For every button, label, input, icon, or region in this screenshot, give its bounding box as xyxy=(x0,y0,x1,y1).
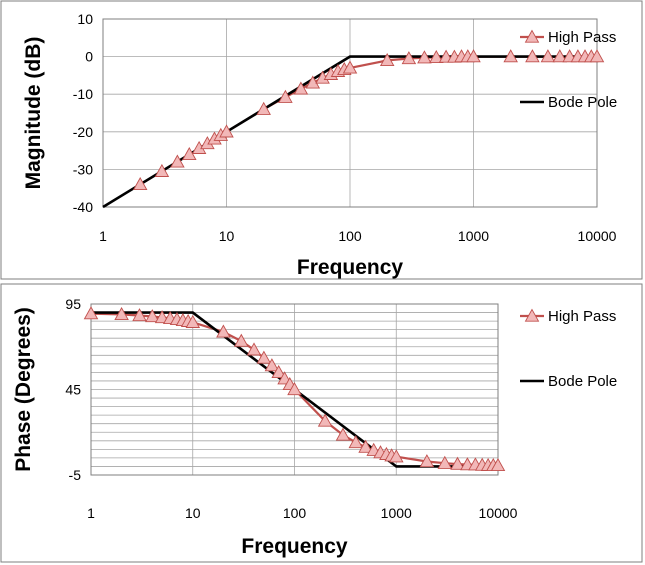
magnitude-legend-high-pass-marker xyxy=(524,29,540,43)
magnitude-high-pass-point xyxy=(293,81,309,95)
phase-y-tick-label: -5 xyxy=(69,467,82,483)
phase-y-axis-title: Phase (Degrees) xyxy=(12,307,35,472)
phase-legend-high-pass-marker xyxy=(524,308,540,322)
phase-x-axis-title: Frequency xyxy=(241,535,348,558)
phase-high-pass-point xyxy=(490,457,506,472)
phase-high-pass-point xyxy=(145,309,160,323)
magnitude-high-pass-point xyxy=(170,154,185,168)
phase-high-pass-point xyxy=(271,364,286,379)
phase-y-tick-label: 45 xyxy=(65,382,81,398)
phase-high-pass-point xyxy=(83,306,99,320)
magnitude-x-axis-title: Frequency xyxy=(297,256,404,279)
magnitude-high-pass-point xyxy=(429,49,444,64)
phase-plot-frame xyxy=(90,303,499,476)
magnitude-chart: -40 -30 -20 -10 0 10 1 10 100 1000 10000 Frequency M… xyxy=(0,0,643,280)
magnitude-x-tick-label: 1000 xyxy=(458,228,489,244)
magnitude-high-pass-point xyxy=(401,51,417,65)
magnitude-y-tick-label: -10 xyxy=(73,86,93,102)
magnitude-x-tick-label: 10000 xyxy=(578,228,617,244)
magnitude-high-pass-point xyxy=(379,52,395,67)
phase-high-pass-point xyxy=(264,358,280,372)
magnitude-high-pass-point xyxy=(305,75,321,89)
magnitude-x-tick-label: 1 xyxy=(99,228,107,244)
phase-high-pass-point xyxy=(389,449,404,463)
phase-x-tick-label: 10 xyxy=(185,505,201,521)
magnitude-high-pass-point xyxy=(417,50,432,64)
magnitude-high-pass-point xyxy=(466,49,481,63)
phase-chart: -5 45 95 1 10 100 1000 10000 Frequency Phase (Deg… xyxy=(0,283,643,563)
phase-legend-high-pass-label: High Pass xyxy=(548,308,616,325)
magnitude-high-pass-point xyxy=(132,176,148,191)
magnitude-y-tick-label: -20 xyxy=(73,124,93,140)
phase-high-pass-point xyxy=(317,413,333,427)
phase-y-tick-label: 95 xyxy=(65,296,81,312)
magnitude-legend-high-pass-label: High Pass xyxy=(548,29,616,46)
phase-high-pass-point xyxy=(437,455,453,469)
magnitude-plot-frame xyxy=(102,18,598,208)
magnitude-x-tick-label: 100 xyxy=(338,228,362,244)
magnitude-high-pass-point xyxy=(278,89,293,103)
phase-high-pass-point xyxy=(132,308,147,322)
phase-high-pass-point xyxy=(450,456,465,470)
phase-high-pass-point xyxy=(419,454,435,468)
magnitude-high-pass-point xyxy=(342,60,358,74)
phase-x-tick-label: 10000 xyxy=(479,505,518,521)
phase-high-pass-point xyxy=(287,382,302,396)
magnitude-y-tick-label: -30 xyxy=(73,161,93,177)
phase-x-tick-label: 100 xyxy=(283,505,307,521)
phase-x-tick-label: 1000 xyxy=(381,505,412,521)
magnitude-y-axis-title: Magnitude (dB) xyxy=(22,37,45,190)
phase-high-pass-point xyxy=(185,314,201,328)
phase-high-pass-point xyxy=(256,350,272,364)
magnitude-high-pass-point xyxy=(552,49,568,63)
magnitude-x-tick-label: 10 xyxy=(219,228,235,244)
magnitude-y-tick-label: 0 xyxy=(85,49,93,65)
magnitude-y-tick-label: -40 xyxy=(73,199,93,215)
phase-legend-bode-pole-label: Bode Pole xyxy=(548,373,617,390)
magnitude-high-pass-point xyxy=(503,49,518,63)
magnitude-high-pass-point xyxy=(525,49,540,63)
magnitude-legend-bode-pole-label: Bode Pole xyxy=(548,94,617,111)
phase-high-pass-point xyxy=(348,435,364,449)
magnitude-high-pass-point xyxy=(154,163,170,177)
magnitude-high-pass-point xyxy=(219,124,234,138)
magnitude-high-pass-point xyxy=(589,49,605,63)
phase-x-tick-label: 1 xyxy=(87,505,95,521)
phase-high-pass-point xyxy=(216,324,231,338)
phase-high-pass-point xyxy=(246,342,262,356)
magnitude-y-tick-label: 10 xyxy=(77,11,93,27)
phase-high-pass-point xyxy=(234,333,249,347)
magnitude-high-pass-point xyxy=(540,49,556,63)
magnitude-high-pass-point xyxy=(256,101,271,115)
phase-high-pass-point xyxy=(335,427,351,441)
phase-high-pass-point xyxy=(358,439,373,453)
phase-high-pass-point xyxy=(114,306,129,321)
